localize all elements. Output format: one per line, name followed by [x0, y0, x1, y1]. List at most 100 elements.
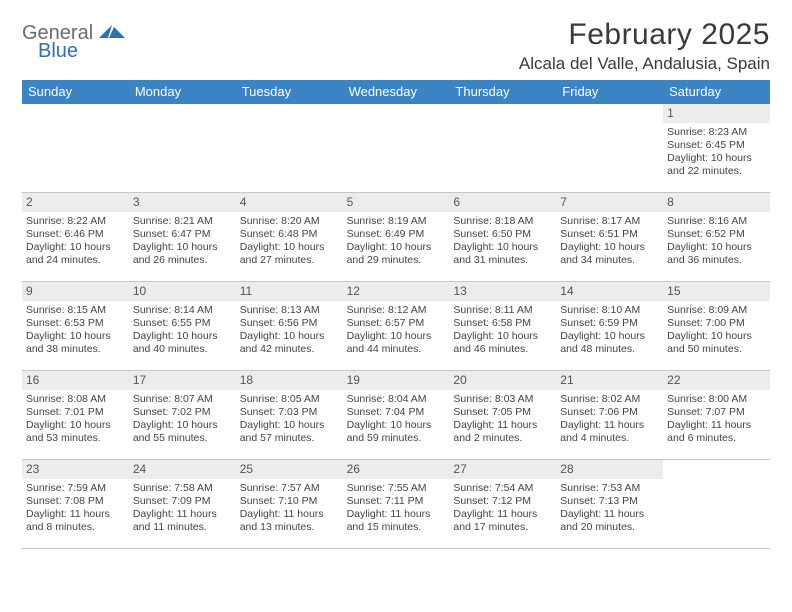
daylight-text-line2: and 27 minutes.	[240, 254, 339, 267]
day-number: 27	[449, 460, 556, 479]
day-number: 18	[236, 371, 343, 390]
daylight-text-line2: and 50 minutes.	[667, 343, 766, 356]
sunrise-text: Sunrise: 8:11 AM	[453, 304, 552, 317]
calendar-day-cell: 4Sunrise: 8:20 AMSunset: 6:48 PMDaylight…	[236, 193, 343, 281]
daylight-text-line1: Daylight: 10 hours	[347, 241, 446, 254]
calendar-day-cell: 10Sunrise: 8:14 AMSunset: 6:55 PMDayligh…	[129, 282, 236, 370]
daylight-text-line1: Daylight: 11 hours	[453, 508, 552, 521]
day-number: 12	[343, 282, 450, 301]
daylight-text-line2: and 17 minutes.	[453, 521, 552, 534]
sunset-text: Sunset: 7:05 PM	[453, 406, 552, 419]
daylight-text-line1: Daylight: 10 hours	[240, 330, 339, 343]
calendar-day-cell: 20Sunrise: 8:03 AMSunset: 7:05 PMDayligh…	[449, 371, 556, 459]
daylight-text-line2: and 44 minutes.	[347, 343, 446, 356]
sunset-text: Sunset: 6:55 PM	[133, 317, 232, 330]
daylight-text-line2: and 29 minutes.	[347, 254, 446, 267]
calendar-day-cell: 24Sunrise: 7:58 AMSunset: 7:09 PMDayligh…	[129, 460, 236, 548]
sunset-text: Sunset: 7:02 PM	[133, 406, 232, 419]
day-number: 10	[129, 282, 236, 301]
sunset-text: Sunset: 7:11 PM	[347, 495, 446, 508]
day-number: 5	[343, 193, 450, 212]
day-number: 9	[22, 282, 129, 301]
daylight-text-line1: Daylight: 10 hours	[667, 241, 766, 254]
calendar-day-cell: 16Sunrise: 8:08 AMSunset: 7:01 PMDayligh…	[22, 371, 129, 459]
sunrise-text: Sunrise: 8:09 AM	[667, 304, 766, 317]
sunset-text: Sunset: 7:04 PM	[347, 406, 446, 419]
daylight-text-line2: and 36 minutes.	[667, 254, 766, 267]
calendar-grid: Sunday Monday Tuesday Wednesday Thursday…	[22, 80, 770, 549]
calendar-day-cell: 5Sunrise: 8:19 AMSunset: 6:49 PMDaylight…	[343, 193, 450, 281]
weekday-header: Sunday	[22, 80, 129, 104]
sunset-text: Sunset: 6:46 PM	[26, 228, 125, 241]
title-block: February 2025 Alcala del Valle, Andalusi…	[519, 18, 770, 74]
calendar-day-cell: 19Sunrise: 8:04 AMSunset: 7:04 PMDayligh…	[343, 371, 450, 459]
sunrise-text: Sunrise: 8:19 AM	[347, 215, 446, 228]
day-number: 13	[449, 282, 556, 301]
daylight-text-line2: and 4 minutes.	[560, 432, 659, 445]
daylight-text-line2: and 53 minutes.	[26, 432, 125, 445]
sunrise-text: Sunrise: 8:15 AM	[26, 304, 125, 317]
weekday-header: Monday	[129, 80, 236, 104]
sunset-text: Sunset: 7:13 PM	[560, 495, 659, 508]
daylight-text-line1: Daylight: 11 hours	[26, 508, 125, 521]
sunrise-text: Sunrise: 7:53 AM	[560, 482, 659, 495]
calendar-day-cell: 17Sunrise: 8:07 AMSunset: 7:02 PMDayligh…	[129, 371, 236, 459]
day-number: 16	[22, 371, 129, 390]
calendar-day-cell: 13Sunrise: 8:11 AMSunset: 6:58 PMDayligh…	[449, 282, 556, 370]
calendar-day-cell: 21 Sunrise: 8:02 AMSunset: 7:06 PMDayligh…	[556, 371, 663, 459]
sunrise-text: Sunrise: 8:03 AM	[453, 393, 552, 406]
day-number: 7	[556, 193, 663, 212]
sunset-text: Sunset: 7:07 PM	[667, 406, 766, 419]
day-number: 21	[556, 371, 663, 390]
day-number: 8	[663, 193, 770, 212]
daylight-text-line1: Daylight: 11 hours	[240, 508, 339, 521]
sunrise-text: Sunrise: 8:18 AM	[453, 215, 552, 228]
daylight-text-line2: and 57 minutes.	[240, 432, 339, 445]
daylight-text-line1: Daylight: 10 hours	[347, 419, 446, 432]
sunset-text: Sunset: 6:48 PM	[240, 228, 339, 241]
daylight-text-line2: and 11 minutes.	[133, 521, 232, 534]
daylight-text-line2: and 42 minutes.	[240, 343, 339, 356]
daylight-text-line1: Daylight: 10 hours	[26, 241, 125, 254]
daylight-text-line1: Daylight: 10 hours	[240, 419, 339, 432]
sunset-text: Sunset: 7:00 PM	[667, 317, 766, 330]
sunrise-text: Sunrise: 7:58 AM	[133, 482, 232, 495]
sunset-text: Sunset: 7:03 PM	[240, 406, 339, 419]
daylight-text-line1: Daylight: 11 hours	[560, 419, 659, 432]
calendar-day-cell	[343, 104, 450, 192]
calendar-day-cell: 8Sunrise: 8:16 AMSunset: 6:52 PMDaylight…	[663, 193, 770, 281]
sunset-text: Sunset: 7:06 PM	[560, 406, 659, 419]
sunrise-text: Sunrise: 8:16 AM	[667, 215, 766, 228]
daylight-text-line1: Daylight: 10 hours	[560, 330, 659, 343]
sunrise-text: Sunrise: 8:14 AM	[133, 304, 232, 317]
daylight-text-line2: and 48 minutes.	[560, 343, 659, 356]
header: General Blue February 2025 Alcala del Va…	[22, 18, 770, 74]
sunrise-text: Sunrise: 8:02 AM	[560, 393, 659, 406]
daylight-text-line2: and 8 minutes.	[26, 521, 125, 534]
daylight-text-line2: and 34 minutes.	[560, 254, 659, 267]
day-number: 6	[449, 193, 556, 212]
calendar-day-cell	[556, 104, 663, 192]
day-number: 3	[129, 193, 236, 212]
calendar-week-row: 9Sunrise: 8:15 AMSunset: 6:53 PMDaylight…	[22, 282, 770, 371]
calendar-day-cell	[449, 104, 556, 192]
sunrise-text: Sunrise: 8:20 AM	[240, 215, 339, 228]
calendar-day-cell: 18Sunrise: 8:05 AMSunset: 7:03 PMDayligh…	[236, 371, 343, 459]
sunset-text: Sunset: 6:45 PM	[667, 139, 766, 152]
sunrise-text: Sunrise: 8:21 AM	[133, 215, 232, 228]
calendar-day-cell: 27Sunrise: 7:54 AMSunset: 7:12 PMDayligh…	[449, 460, 556, 548]
weekday-header-row: Sunday Monday Tuesday Wednesday Thursday…	[22, 80, 770, 104]
daylight-text-line2: and 46 minutes.	[453, 343, 552, 356]
month-title: February 2025	[519, 18, 770, 52]
daylight-text-line2: and 20 minutes.	[560, 521, 659, 534]
weekday-header: Friday	[556, 80, 663, 104]
sunset-text: Sunset: 6:50 PM	[453, 228, 552, 241]
daylight-text-line1: Daylight: 10 hours	[240, 241, 339, 254]
daylight-text-line1: Daylight: 10 hours	[133, 241, 232, 254]
daylight-text-line1: Daylight: 11 hours	[667, 419, 766, 432]
calendar-day-cell: 2Sunrise: 8:22 AMSunset: 6:46 PMDaylight…	[22, 193, 129, 281]
daylight-text-line2: and 26 minutes.	[133, 254, 232, 267]
daylight-text-line1: Daylight: 11 hours	[453, 419, 552, 432]
sunrise-text: Sunrise: 7:55 AM	[347, 482, 446, 495]
sunset-text: Sunset: 7:01 PM	[26, 406, 125, 419]
